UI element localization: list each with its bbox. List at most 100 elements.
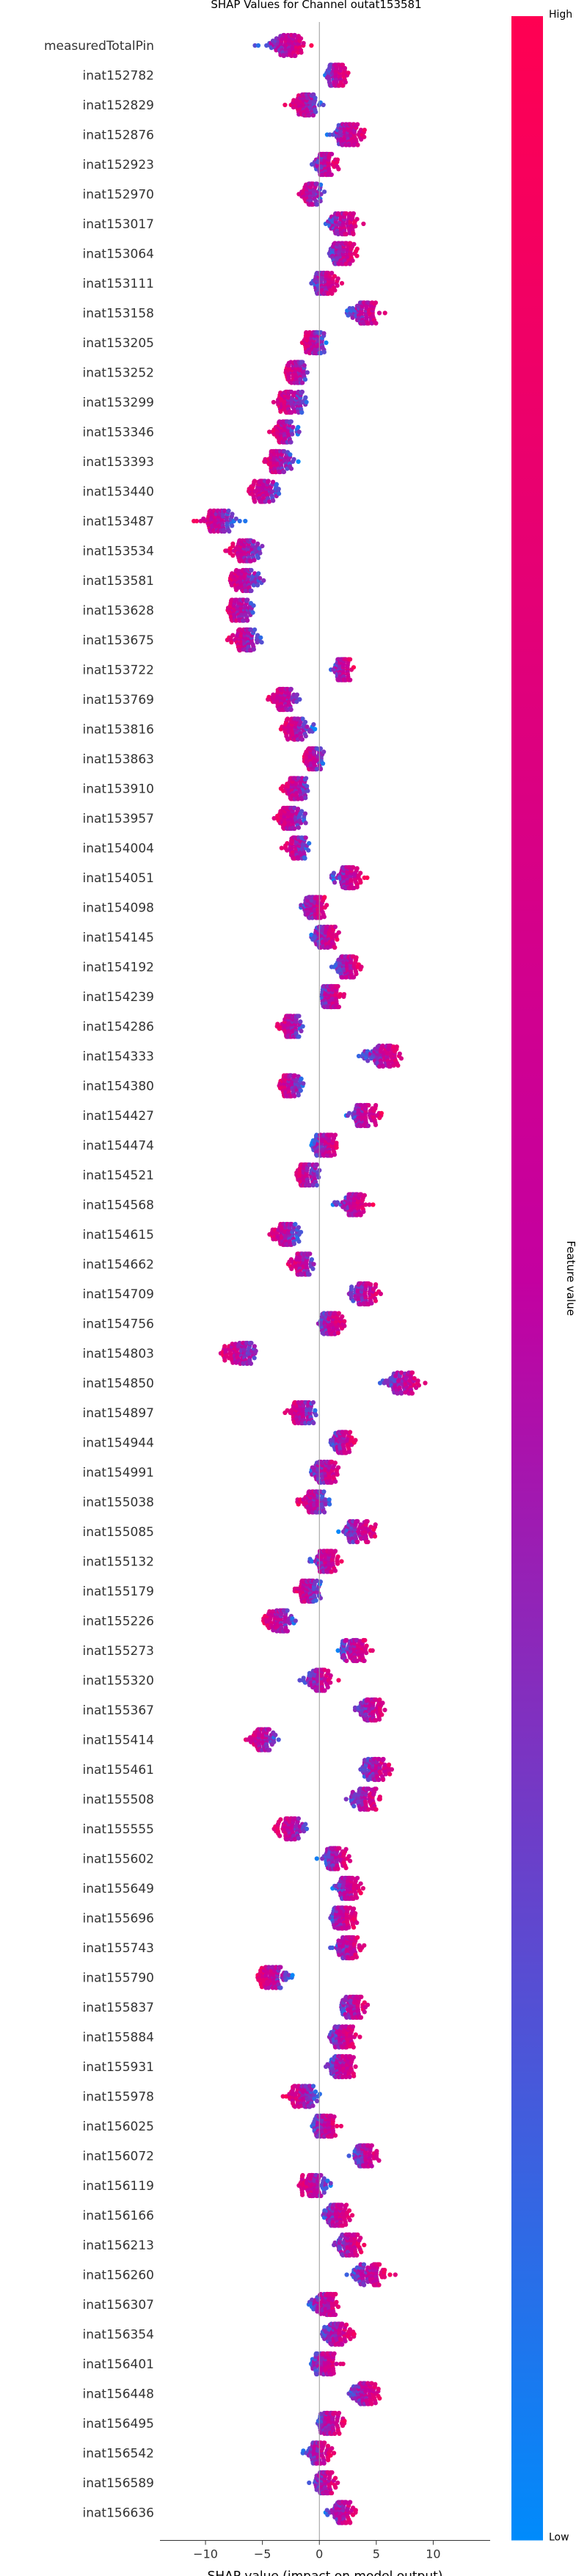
feature-row: inat153910	[83, 776, 310, 801]
shap-point	[299, 737, 305, 742]
shap-point	[321, 914, 327, 920]
feature-label: inat154145	[83, 931, 154, 945]
shap-point	[373, 1102, 379, 1108]
shap-point	[307, 1272, 312, 1277]
shap-point	[305, 788, 310, 793]
feature-row: inat155038	[83, 1489, 332, 1515]
shap-point	[237, 518, 242, 524]
shap-point	[394, 1044, 399, 1049]
shap-point	[373, 1122, 379, 1127]
feature-label: inat153816	[83, 723, 154, 738]
shap-point	[245, 618, 250, 623]
shap-point	[305, 724, 310, 729]
shap-point	[354, 253, 360, 258]
shap-point	[379, 1110, 384, 1116]
shap-point	[296, 1239, 302, 1244]
feature-row: inat153205	[83, 330, 329, 356]
shap-point	[318, 1596, 323, 1601]
shap-point	[271, 399, 276, 405]
shap-point	[409, 1370, 415, 1375]
shap-point	[249, 1340, 254, 1346]
shap-point	[301, 40, 306, 46]
shap-point	[303, 835, 308, 840]
shap-point	[281, 53, 287, 59]
shap-point	[274, 481, 279, 487]
shap-point	[293, 1618, 298, 1623]
feature-label: inat154098	[83, 901, 154, 916]
shap-point	[252, 1356, 257, 1361]
shap-point	[321, 761, 326, 766]
shap-point	[302, 363, 307, 368]
shap-point	[252, 499, 258, 504]
shap-point	[353, 224, 358, 229]
shap-point	[324, 340, 329, 346]
shap-point	[365, 1123, 371, 1129]
shap-point	[313, 1598, 318, 1603]
shap-point	[415, 1378, 420, 1383]
feature-row: inat154709	[83, 1281, 384, 1307]
shap-point	[321, 749, 327, 754]
feature-row: inat152876	[83, 122, 367, 148]
shap-point	[355, 122, 360, 127]
shap-point	[336, 930, 341, 935]
shap-point	[318, 1579, 323, 1584]
feature-row: inat154192	[83, 954, 364, 980]
shap-point	[395, 1063, 401, 1068]
shap-point	[260, 544, 265, 549]
feature-row: inat153675	[83, 627, 264, 653]
feature-row: inat153534	[83, 538, 265, 564]
feature-label: inat155132	[83, 1555, 154, 1570]
feature-label: inat154803	[83, 1347, 154, 1361]
feature-row: inat155085	[83, 1518, 378, 1545]
shap-point	[304, 399, 309, 405]
shap-point	[276, 487, 281, 492]
shap-point	[298, 1019, 303, 1025]
shap-point	[336, 1311, 341, 1316]
feature-row: inat155226	[83, 1608, 298, 1634]
shap-point	[351, 241, 357, 247]
shap-point	[243, 518, 248, 524]
feature-label: inat153393	[83, 455, 154, 470]
feature-row: inat153252	[83, 360, 310, 385]
shap-point	[382, 310, 387, 316]
shap-point	[351, 665, 357, 670]
shap-point	[285, 1629, 290, 1634]
feature-label: inat153675	[83, 633, 154, 648]
shap-point	[249, 567, 254, 573]
feature-label: inat152876	[83, 128, 154, 143]
shap-point	[348, 1430, 353, 1435]
shap-point	[347, 1449, 352, 1455]
shap-point	[292, 32, 297, 38]
shap-point	[304, 776, 309, 781]
feature-label: inat155179	[83, 1584, 154, 1599]
shap-point	[258, 575, 263, 581]
feature-label: inat152923	[83, 158, 154, 172]
shap-point	[332, 1132, 338, 1138]
feature-row: inat153628	[83, 597, 256, 623]
shap-point	[288, 419, 294, 424]
shap-point	[303, 395, 308, 400]
feature-label: inat154850	[83, 1377, 154, 1391]
shap-point	[354, 955, 359, 960]
feature-row: inat154051	[83, 865, 370, 891]
shap-point	[351, 211, 356, 217]
feature-label: inat153628	[83, 604, 154, 619]
shap-point	[321, 1489, 327, 1494]
shap-point	[299, 1028, 304, 1033]
shap-point	[275, 1022, 280, 1027]
shap-point	[341, 992, 347, 997]
feature-row: inat153158	[83, 300, 387, 326]
shap-point	[322, 189, 327, 194]
feature-row: inat154756	[83, 1311, 347, 1336]
shap-point	[358, 880, 363, 885]
feature-label: inat152829	[83, 98, 154, 113]
feature-label: inat152970	[83, 188, 154, 203]
shap-point	[249, 588, 254, 594]
feature-label: inat153440	[83, 485, 154, 500]
feature-label: inat153158	[83, 307, 154, 321]
feature-label: inat153769	[83, 693, 154, 707]
feature-label: inat153581	[83, 574, 154, 589]
shap-point	[332, 1460, 338, 1466]
shap-point	[255, 556, 260, 561]
feature-label: inat154004	[83, 842, 154, 856]
